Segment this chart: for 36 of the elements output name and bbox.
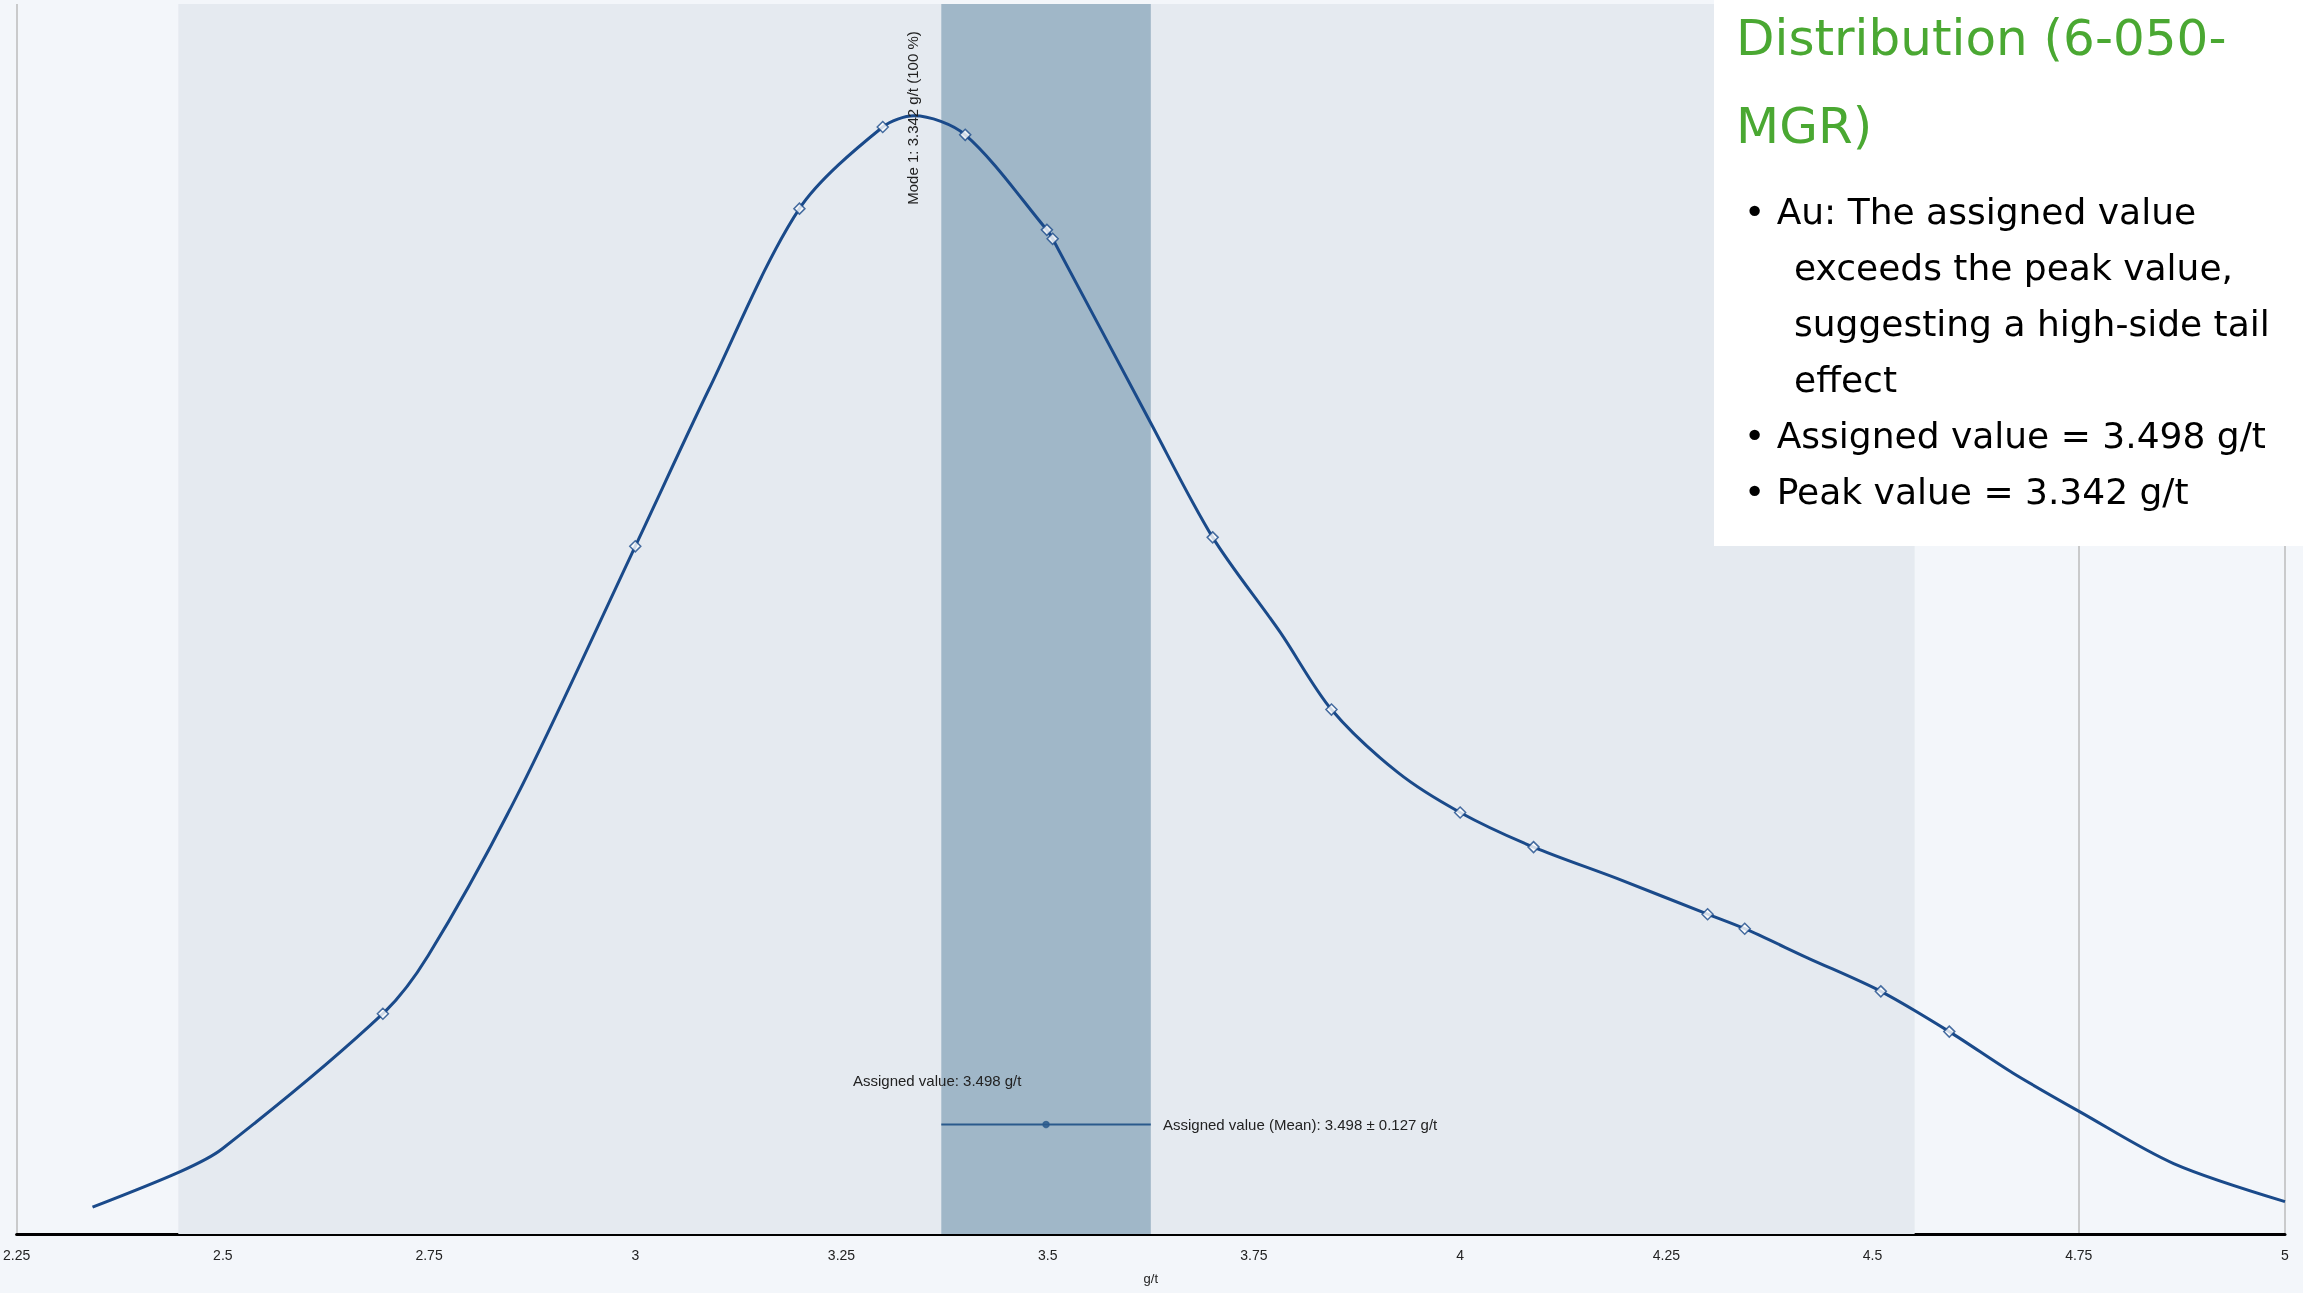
point	[1527, 840, 1540, 854]
x-tick-label: 4.25	[1652, 1247, 1681, 1263]
annotation: Mode 1: 3.342 g/t (100 %)	[903, 31, 921, 205]
x-tick-label: 3	[631, 1247, 640, 1263]
annotation: • Au: The assigned value exceeds the peak value, suggesting a high-side tail effect	[1744, 190, 2271, 402]
point	[1046, 232, 1059, 246]
point	[1042, 1120, 1050, 1129]
point	[1206, 531, 1219, 544]
point	[876, 120, 889, 134]
x-tick-label: 2.75	[415, 1247, 443, 1263]
x-axis-title: g/t	[1143, 1271, 1159, 1286]
x-tick-label: 2.5	[213, 1247, 233, 1263]
annotation: Assigned value: 3.498 g/t	[853, 1071, 1023, 1089]
annotation: • Peak value = 3.342 g/t	[1744, 470, 2190, 514]
annotation: Assigned value (Mean): 3.498 ± 0.127 g/t	[1163, 1115, 1439, 1133]
point	[1453, 806, 1467, 819]
x-tick-label: 3.75	[1240, 1247, 1268, 1263]
chart-title: Distribution (6-050-MGR)	[1736, 8, 2228, 157]
x-tick-label: 3.5	[1037, 1247, 1058, 1263]
point	[958, 128, 972, 142]
point	[1701, 907, 1714, 921]
point	[629, 540, 642, 553]
x-tick-label: 3.25	[827, 1247, 856, 1263]
annotation: • Assigned value = 3.498 g/t	[1744, 414, 2267, 458]
point	[1738, 922, 1751, 935]
x-tick-label: 4.5	[1862, 1247, 1883, 1263]
x-tick-label: 5	[2281, 1247, 2290, 1263]
x-tick-label: 4.75	[2065, 1247, 2093, 1263]
point	[1943, 1025, 1956, 1038]
point	[1325, 703, 1338, 716]
point	[1040, 223, 1054, 237]
x-tick-label: 2.25	[3, 1247, 31, 1263]
point	[376, 1007, 390, 1020]
point	[1874, 985, 1888, 998]
x-tick-label: 4	[1456, 1247, 1465, 1263]
point	[793, 202, 806, 215]
